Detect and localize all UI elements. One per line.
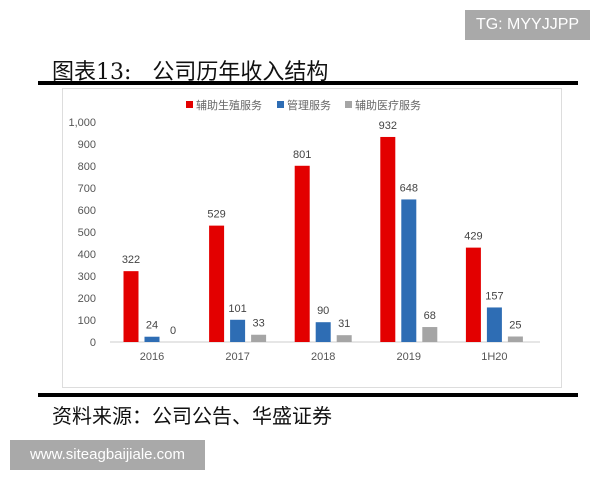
legend-swatch: [186, 101, 193, 108]
legend-swatch: [277, 101, 284, 108]
figure-title: 图表13: 公司历年收入结构: [52, 60, 329, 85]
y-tick-label: 0: [90, 337, 96, 349]
data-label: 529: [207, 209, 225, 221]
data-label: 90: [317, 305, 329, 317]
legend-label: 辅助医疗服务: [355, 98, 421, 112]
bar-2: [315, 322, 331, 342]
y-tick-label: 200: [78, 293, 96, 305]
data-label: 648: [400, 182, 418, 194]
top-rule: [38, 81, 578, 85]
y-tick-label: 1,000: [68, 117, 96, 129]
legend-label: 管理服务: [287, 98, 331, 112]
bar-3: [507, 336, 523, 342]
bar-1: [123, 271, 139, 342]
y-tick-label: 100: [78, 315, 96, 327]
data-label: 24: [146, 320, 158, 332]
watermark-bottom: www.siteagbaijiale.com: [10, 440, 205, 470]
data-label: 932: [379, 120, 397, 132]
data-label: 322: [122, 254, 140, 266]
watermark-top: TG: MYYJJPP: [465, 10, 590, 40]
data-label: 0: [170, 325, 176, 337]
bar-2: [144, 336, 160, 342]
chart-frame: [62, 88, 562, 388]
x-tick-label: 2016: [140, 351, 164, 363]
bar-3: [422, 327, 438, 342]
data-label: 25: [509, 320, 521, 332]
y-tick-label: 800: [78, 161, 96, 173]
y-tick-label: 900: [78, 139, 96, 151]
bar-3: [251, 334, 267, 342]
bar-1: [465, 247, 481, 342]
x-tick-label: 1H20: [481, 351, 507, 363]
data-label: 31: [338, 318, 350, 330]
bar-2: [230, 319, 246, 342]
x-tick-label: 2017: [225, 351, 249, 363]
source-note: 资料来源：公司公告、华盛证券: [52, 404, 332, 428]
x-tick-label: 2018: [311, 351, 335, 363]
data-label: 801: [293, 149, 311, 161]
bar-1: [209, 225, 225, 342]
bar-2: [486, 307, 502, 342]
data-label: 68: [424, 310, 436, 322]
bar-1: [380, 136, 396, 342]
bottom-rule: [38, 393, 578, 397]
legend-label: 辅助生殖服务: [196, 98, 262, 112]
x-tick-label: 2019: [397, 351, 421, 363]
bar-3: [336, 335, 352, 342]
y-tick-label: 700: [78, 183, 96, 195]
data-label: 101: [228, 303, 246, 315]
y-tick-label: 600: [78, 205, 96, 217]
data-label: 33: [252, 318, 264, 330]
y-tick-label: 300: [78, 271, 96, 283]
data-label: 429: [464, 231, 482, 243]
data-label: 157: [485, 290, 503, 302]
y-tick-label: 500: [78, 227, 96, 239]
y-tick-label: 400: [78, 249, 96, 261]
bar-2: [401, 199, 417, 342]
legend-swatch: [345, 101, 352, 108]
bar-1: [294, 165, 310, 342]
